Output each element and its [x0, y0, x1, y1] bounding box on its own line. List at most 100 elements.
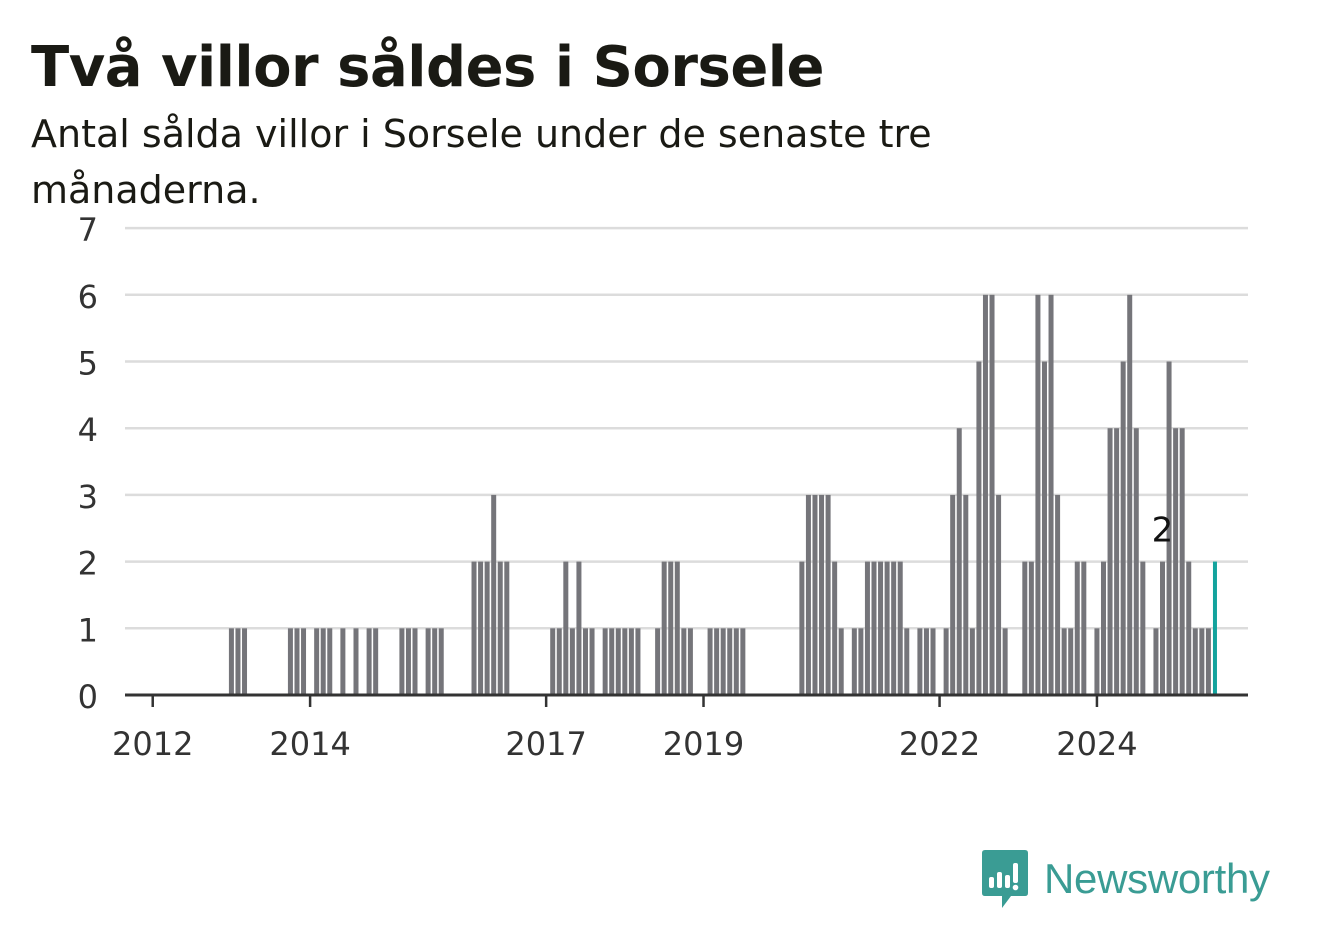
bar — [235, 628, 241, 695]
bar — [1127, 294, 1133, 695]
bar — [1186, 561, 1192, 695]
bar — [864, 561, 870, 695]
bar — [1022, 561, 1028, 695]
bar — [687, 628, 693, 695]
y-tick-label: 0 — [78, 678, 98, 716]
bar — [714, 628, 720, 695]
y-tick-label: 1 — [78, 611, 98, 649]
bar — [412, 628, 418, 695]
bar — [1120, 361, 1126, 695]
bar — [287, 628, 293, 695]
bar — [405, 628, 411, 695]
bar — [432, 628, 438, 695]
bar — [340, 628, 346, 695]
bar — [569, 628, 575, 695]
bar — [1205, 628, 1211, 695]
bar — [314, 628, 320, 695]
bar — [484, 561, 490, 695]
bar — [301, 628, 307, 695]
bar — [674, 561, 680, 695]
bar — [668, 561, 674, 695]
bar — [819, 494, 825, 695]
bar — [576, 561, 582, 695]
x-tick-label: 2019 — [663, 725, 744, 763]
bar — [996, 494, 1002, 695]
newsworthy-logo-text: Newsworthy — [1044, 855, 1270, 902]
newsworthy-logo: Newsworthy — [980, 848, 1270, 910]
bar — [1107, 428, 1113, 695]
bar — [242, 628, 248, 695]
bar — [1179, 428, 1185, 695]
bar — [943, 628, 949, 695]
bar — [858, 628, 864, 695]
bar — [923, 628, 929, 695]
bar — [1041, 361, 1047, 695]
bar — [963, 494, 969, 695]
bar — [1035, 294, 1041, 695]
y-tick-label: 7 — [78, 211, 98, 249]
bar — [1160, 561, 1166, 695]
x-tick-label: 2012 — [112, 725, 193, 763]
bar — [373, 628, 379, 695]
bar — [989, 294, 995, 695]
bar — [969, 628, 975, 695]
bar — [589, 628, 595, 695]
bar — [399, 628, 405, 695]
bar — [1133, 428, 1139, 695]
bar — [799, 561, 805, 695]
bar — [851, 628, 857, 695]
bar — [1048, 294, 1054, 695]
annotations: 2 — [1152, 511, 1174, 551]
bar — [950, 494, 956, 695]
bar — [681, 628, 687, 695]
x-tick-label: 2024 — [1056, 725, 1137, 763]
bar — [1173, 428, 1179, 695]
bar — [1068, 628, 1074, 695]
bar — [805, 494, 811, 695]
bar — [622, 628, 628, 695]
bar — [838, 628, 844, 695]
y-axis-tick-labels: 0 1 2 3 4 5 6 7 — [78, 211, 98, 716]
y-tick-label: 3 — [78, 478, 98, 516]
x-tick-label: 2017 — [505, 725, 586, 763]
bar — [904, 628, 910, 695]
bar — [917, 628, 923, 695]
bar — [655, 628, 661, 695]
chart-subtitle: Antal sålda villor i Sorsele under de se… — [31, 112, 932, 212]
bar — [878, 561, 884, 695]
bar — [609, 628, 615, 695]
bar — [825, 494, 831, 695]
chart-title: Två villor såldes i Sorsele — [31, 35, 824, 100]
bar — [228, 628, 234, 695]
bar — [1055, 494, 1061, 695]
bar — [1074, 561, 1080, 695]
bar — [602, 628, 608, 695]
bar — [425, 628, 431, 695]
bar — [1002, 628, 1008, 695]
bar — [1140, 561, 1146, 695]
x-tick-label: 2014 — [269, 725, 350, 763]
bar — [733, 628, 739, 695]
bar — [720, 628, 726, 695]
bar — [556, 628, 562, 695]
bars — [228, 294, 1217, 695]
x-axis-tick-labels: 2012 2014 2017 2019 2022 2024 — [112, 725, 1138, 763]
bar — [727, 628, 733, 695]
bar — [1028, 561, 1034, 695]
bar — [1081, 561, 1087, 695]
bar — [491, 494, 497, 695]
bar — [366, 628, 372, 695]
y-tick-label: 2 — [78, 545, 98, 583]
grid-lines — [125, 226, 1248, 630]
bar — [1094, 628, 1100, 695]
x-tick-label: 2022 — [899, 725, 980, 763]
bar — [884, 561, 890, 695]
y-tick-label: 6 — [78, 278, 98, 316]
bar — [891, 561, 897, 695]
bar — [707, 628, 713, 695]
bar — [1199, 628, 1205, 695]
bar — [1192, 628, 1198, 695]
bar — [353, 628, 359, 695]
bar — [956, 428, 962, 695]
bar — [1114, 428, 1120, 695]
